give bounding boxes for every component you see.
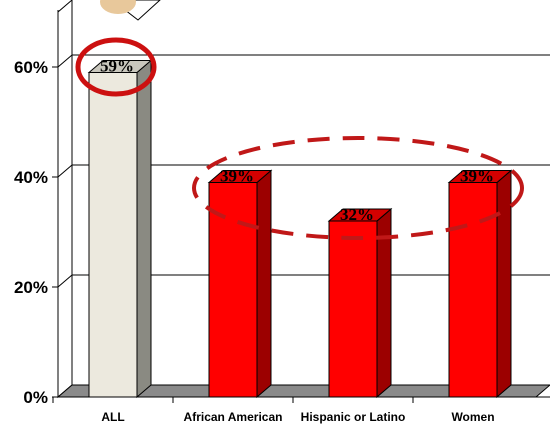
x-axis-categories: ALL African American Hispanic or Latino Wom… (52, 397, 495, 424)
highlight-ring (75, 37, 157, 97)
bar (88, 72, 138, 398)
y-tick-label: 0% (23, 388, 48, 407)
gridline-side (57, 274, 73, 288)
y-axis-ticks: 0% 20% 40% 60% (14, 58, 58, 407)
bars (87, 59, 513, 399)
gridline-side (57, 164, 73, 178)
y-tick-label: 60% (14, 58, 48, 77)
x-category-label: African American (184, 410, 283, 424)
bar-side (256, 169, 272, 399)
bar (328, 220, 378, 398)
y-tick-label: 40% (14, 168, 48, 187)
corner-image (100, 0, 161, 21)
x-category-label: Hispanic or Latino (301, 410, 406, 424)
bar (208, 182, 258, 398)
bar-side (136, 59, 152, 399)
bar (448, 182, 498, 398)
x-category-label: ALL (101, 410, 124, 424)
data-label: 39% (460, 167, 494, 186)
bar-top (327, 208, 393, 222)
bar-top (447, 170, 513, 183)
dashed-highlight-ellipse (192, 136, 524, 240)
x-category-label: Women (451, 410, 494, 424)
left-wall (57, 0, 73, 399)
data-label: 32% (340, 205, 374, 224)
data-labels: 59% 39% 32% 39% (100, 57, 494, 225)
data-label: 59% (100, 57, 134, 76)
gridline-side (57, 54, 73, 68)
data-label: 39% (220, 167, 254, 186)
chart-walls (57, 0, 73, 399)
bar-top (207, 170, 273, 183)
bar-side (496, 169, 512, 399)
y-tick-label: 20% (14, 278, 48, 297)
